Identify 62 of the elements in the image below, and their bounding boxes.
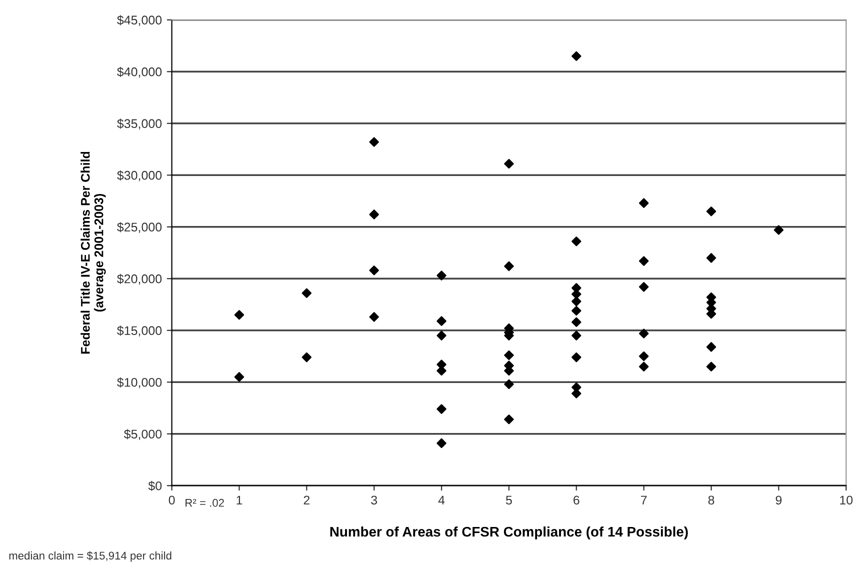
point	[504, 414, 514, 424]
point	[234, 310, 244, 320]
point	[638, 256, 649, 266]
point	[504, 350, 514, 360]
point	[504, 379, 514, 390]
point	[572, 306, 582, 316]
y-tick-label: $5,000	[124, 429, 162, 440]
point	[302, 352, 312, 362]
point	[572, 352, 582, 362]
x-tick-label: 7	[640, 496, 647, 504]
y-tick-label: $10,000	[117, 377, 162, 388]
y-axis-title: Federal Title IV-E Claims Per Child (average 2001-2003)	[80, 152, 106, 354]
y-tick-label: $30,000	[117, 170, 162, 182]
x-tick-label: 8	[708, 496, 714, 505]
point	[638, 362, 649, 372]
point	[436, 438, 446, 448]
point	[638, 328, 649, 338]
point	[706, 342, 716, 352]
point	[572, 330, 582, 340]
point	[369, 312, 379, 322]
y-tick-label: $20,000	[117, 274, 162, 285]
x-tick-label: 4	[438, 496, 445, 504]
x-tick-label: 0	[168, 496, 175, 505]
point	[774, 225, 784, 235]
point	[572, 51, 582, 61]
x-tick-label: 2	[304, 496, 310, 504]
point	[572, 236, 582, 246]
point	[369, 210, 379, 220]
y-tick-label: $45,000	[117, 15, 162, 26]
point	[504, 158, 514, 169]
point	[706, 362, 716, 372]
x-axis-title: Number of Areas of CFSR Compliance (of 14 Possible)	[330, 526, 688, 540]
y-tick-label: $25,000	[117, 222, 162, 234]
x-tick-label: 3	[371, 496, 378, 505]
point	[369, 137, 379, 147]
point	[706, 206, 716, 216]
x-tick-label: 6	[574, 496, 580, 505]
point	[706, 253, 716, 263]
point	[234, 372, 244, 382]
point	[436, 270, 446, 280]
point	[572, 388, 582, 398]
x-tick-label: 5	[506, 496, 512, 505]
y-tick-label: $0	[148, 480, 162, 492]
point	[302, 288, 312, 298]
x-tick-label: 1	[236, 496, 242, 504]
x-tick-label: 9	[776, 496, 782, 505]
point	[638, 282, 649, 292]
x-tick-label: 10	[840, 496, 853, 505]
y-tick-label: $15,000	[117, 326, 162, 337]
text: R² = .02	[186, 498, 224, 507]
point	[572, 317, 582, 327]
point	[436, 316, 446, 326]
text: median claim = $15,914 per child	[9, 551, 172, 562]
point	[572, 296, 582, 306]
point	[369, 265, 379, 276]
point	[436, 330, 446, 340]
point	[638, 198, 649, 208]
y-tick-label: $35,000	[117, 118, 162, 130]
point	[436, 404, 446, 414]
point	[638, 351, 649, 362]
point	[504, 261, 514, 272]
y-tick-label: $40,000	[117, 66, 162, 78]
